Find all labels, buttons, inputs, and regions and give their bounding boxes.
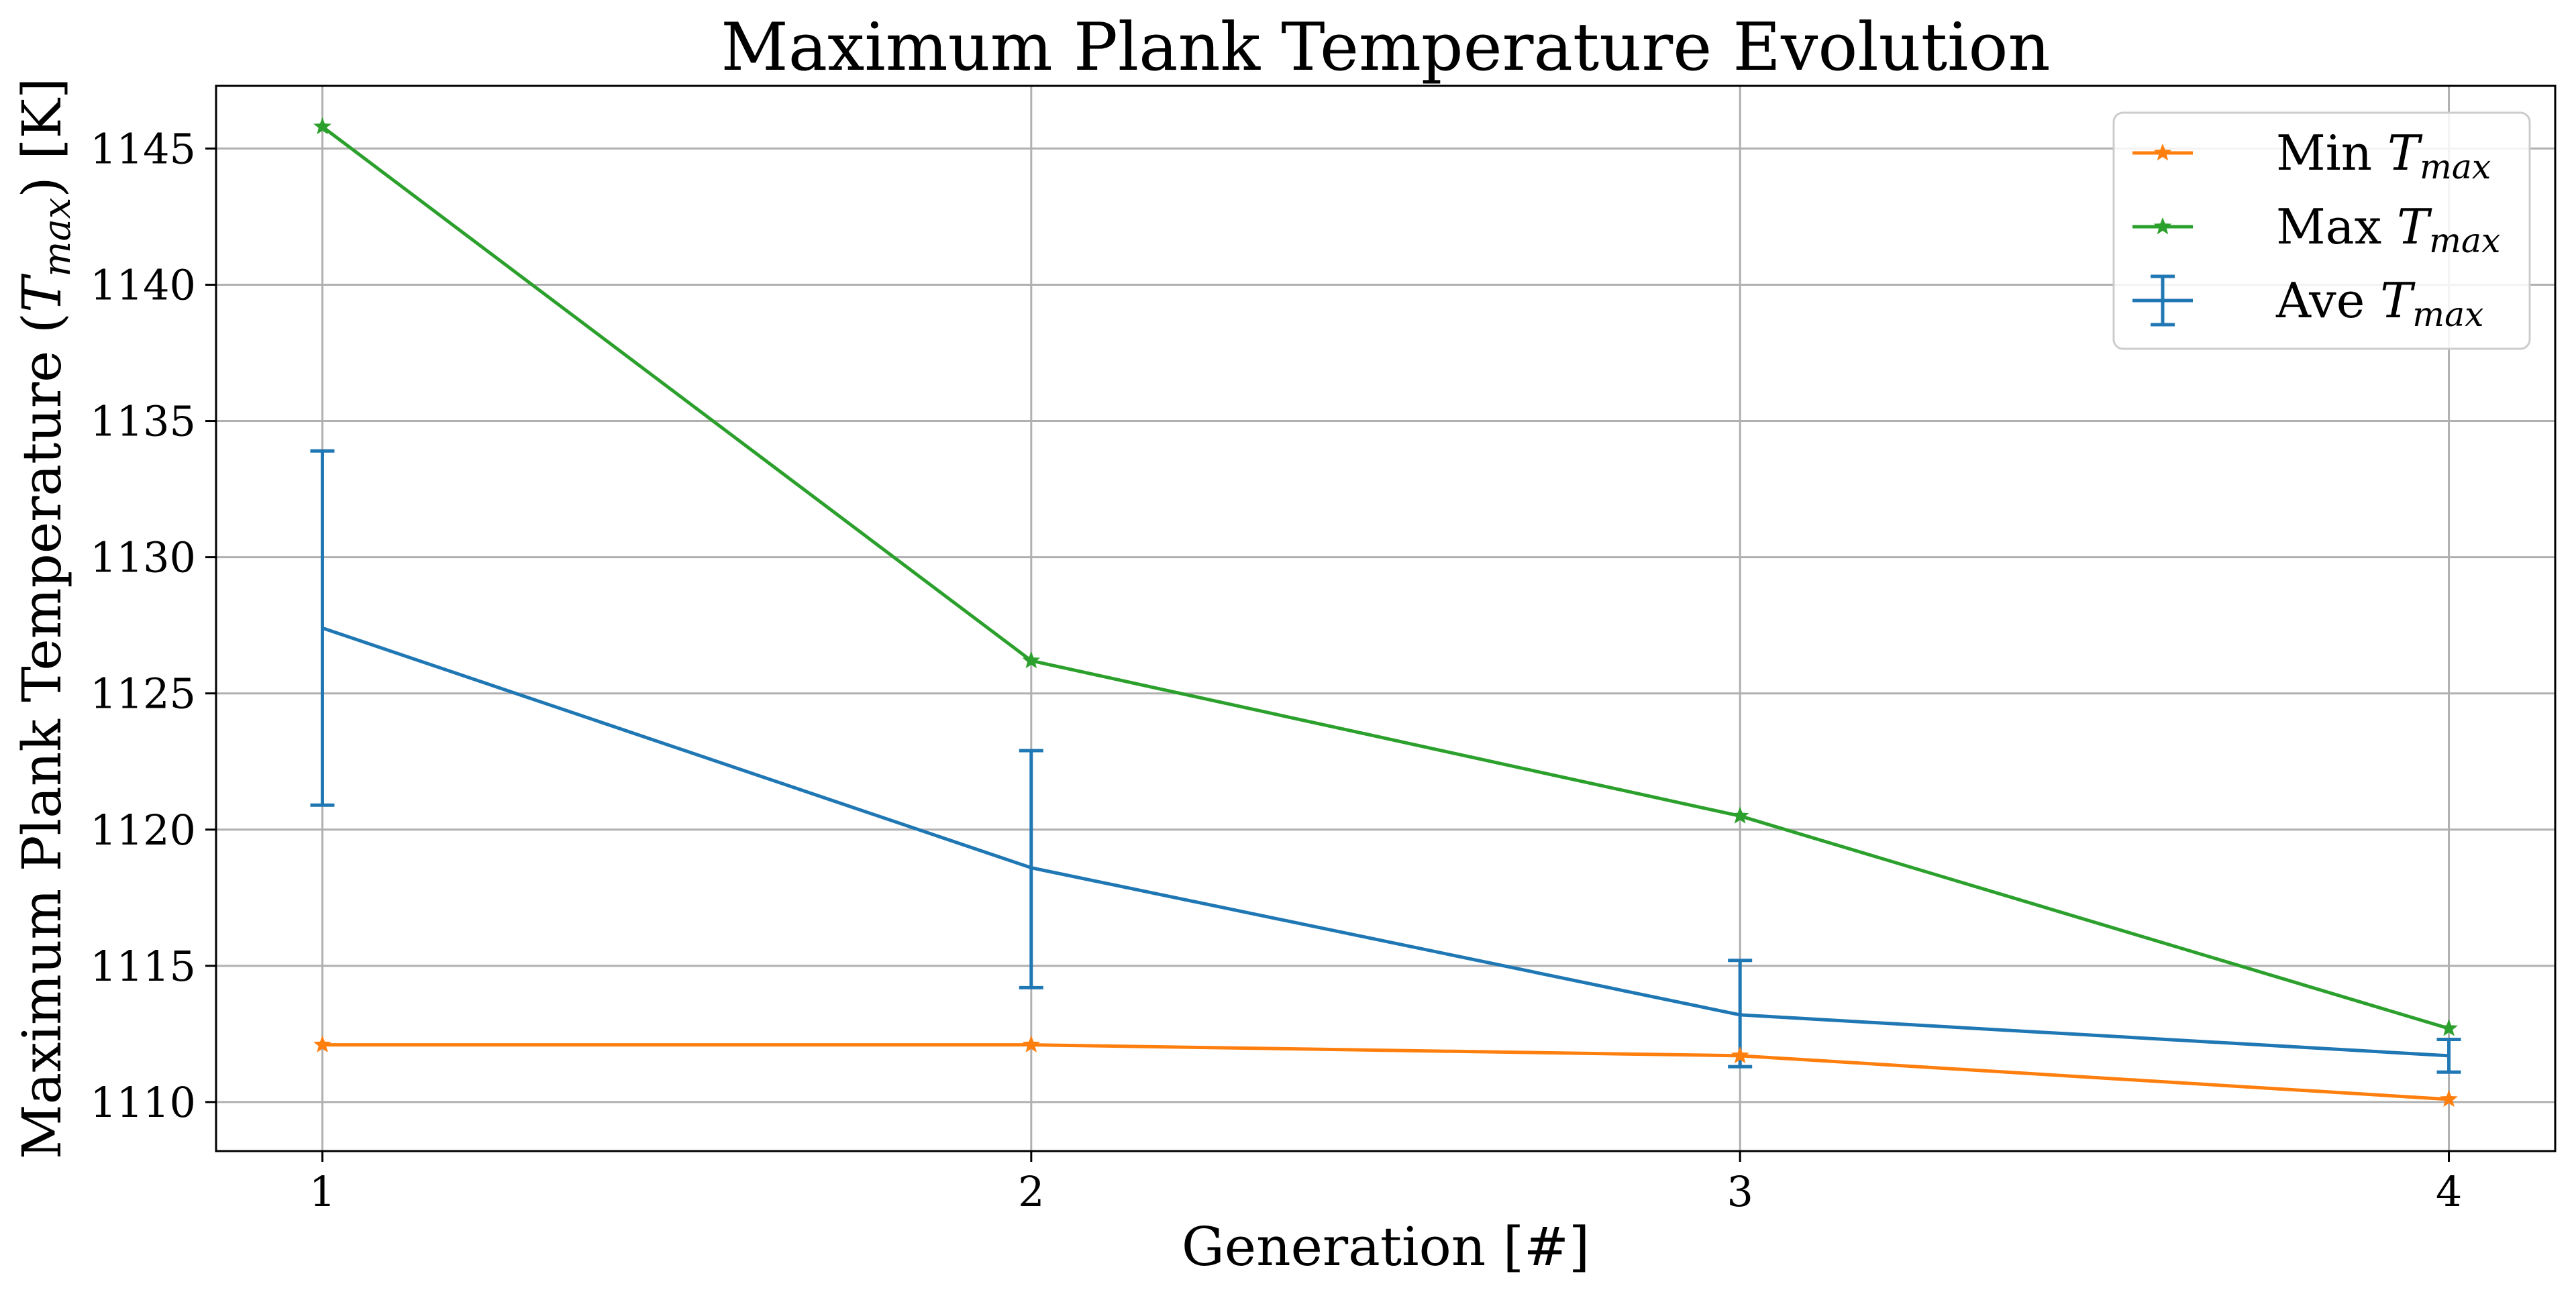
series-max <box>313 117 2458 1036</box>
data-point-max <box>1022 651 1041 669</box>
legend-label-min: Min Tmax <box>2276 125 2491 186</box>
data-point-max <box>313 117 331 135</box>
legend-label-max: Max Tmax <box>2276 199 2500 260</box>
y-tick-label: 1130 <box>90 533 196 582</box>
legend-label-max-prefix: Max <box>2276 199 2397 255</box>
plot-frame <box>215 85 2557 1152</box>
series-line-max <box>321 125 2450 1030</box>
y-axis-label-suffix: ) [K] <box>11 78 73 198</box>
series-line-min <box>322 1043 2449 1101</box>
x-axis-label: Generation [#] <box>1182 1215 1590 1278</box>
y-tick-label: 1120 <box>90 806 196 855</box>
data-point-max <box>1731 806 1749 824</box>
x-tick-label: 1 <box>309 1167 336 1216</box>
data-point-min <box>2440 1089 2458 1107</box>
y-axis-label-symbol: T <box>11 273 73 313</box>
y-tick-label: 1135 <box>90 397 196 446</box>
legend-label-ave: Ave Tmax <box>2275 272 2484 334</box>
data-point-min <box>313 1035 331 1052</box>
y-tick-label: 1125 <box>90 669 196 718</box>
series-line-ave <box>321 626 2449 1058</box>
y-axis-label: Maximum Plank Temperature (Tmax) [K] <box>11 78 79 1160</box>
x-tick-label: 4 <box>2436 1167 2462 1216</box>
legend-marker-min <box>2153 144 2172 161</box>
data-point-max <box>2440 1019 2458 1036</box>
chart-title: Maximum Plank Temperature Evolution <box>721 9 2050 86</box>
x-tick-label: 3 <box>1727 1167 1753 1216</box>
series-layer <box>310 117 2461 1107</box>
legend-marker-max <box>2153 217 2172 235</box>
legend: Min Tmax Max Tmax Ave Tmax <box>2112 111 2531 350</box>
y-tick-label: 1115 <box>90 942 196 991</box>
legend-item-ave: Ave Tmax <box>2132 272 2484 334</box>
legend-label-max-subscript: max <box>2429 221 2500 260</box>
y-axis-label-subscript: max <box>36 198 79 277</box>
legend-label-ave-prefix: Ave <box>2275 272 2380 329</box>
legend-label-min-prefix: Min <box>2276 125 2387 181</box>
data-point-min <box>1731 1046 1749 1064</box>
y-axis: 1110 1115 1120 1125 1130 1135 1140 1145 <box>90 124 216 1127</box>
x-tick-label: 2 <box>1018 1167 1044 1216</box>
legend-label-ave-symbol: T <box>2380 272 2416 329</box>
legend-box <box>2112 111 2531 350</box>
legend-item-max: Max Tmax <box>2132 199 2500 260</box>
y-tick-label: 1140 <box>90 260 196 309</box>
legend-item-min: Min Tmax <box>2132 125 2491 186</box>
y-tick-label: 1110 <box>90 1078 196 1127</box>
legend-label-min-symbol: T <box>2387 125 2423 181</box>
legend-label-ave-subscript: max <box>2412 294 2483 334</box>
series-min <box>313 1035 2458 1107</box>
legend-label-min-subscript: max <box>2420 147 2491 186</box>
y-axis-label-prefix: Maximum Plank Temperature ( <box>11 313 73 1159</box>
y-tick-label: 1145 <box>90 124 196 173</box>
x-axis: 1 2 3 4 <box>309 1151 2462 1216</box>
legend-label-max-symbol: T <box>2397 199 2432 255</box>
data-point-min <box>1022 1035 1041 1052</box>
